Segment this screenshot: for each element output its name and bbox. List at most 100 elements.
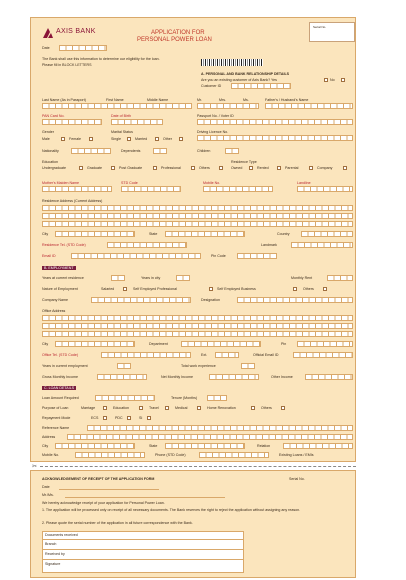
purpose-renovation-checkbox[interactable] — [251, 406, 255, 410]
pan-field[interactable] — [42, 119, 102, 125]
purpose-marriage-checkbox[interactable] — [103, 406, 107, 410]
office-city-field[interactable] — [55, 341, 135, 347]
residence-owned-checkbox[interactable] — [249, 166, 253, 170]
gender-female-checkbox[interactable] — [89, 137, 93, 141]
residence-company-checkbox[interactable] — [343, 166, 347, 170]
office-tel-field[interactable] — [101, 352, 191, 358]
title-field[interactable] — [197, 103, 259, 109]
employment-business-checkbox[interactable] — [293, 287, 297, 291]
father-name-field[interactable] — [265, 103, 353, 109]
tenure-field[interactable] — [207, 395, 227, 401]
purpose-others-checkbox[interactable] — [281, 406, 285, 410]
driving-licence-label: Driving Licence No. — [197, 130, 229, 134]
office-address-line3[interactable] — [42, 331, 353, 337]
date-label: Date — [42, 46, 50, 50]
office-email-field[interactable] — [293, 352, 353, 358]
gross-income-field[interactable] — [97, 374, 147, 380]
nationality-field[interactable] — [71, 148, 111, 154]
residence-parental-checkbox[interactable] — [309, 166, 313, 170]
education-professional-checkbox[interactable] — [191, 166, 195, 170]
office-pin-field[interactable] — [297, 341, 353, 347]
dob-field[interactable] — [111, 119, 163, 125]
department-field[interactable] — [181, 341, 261, 347]
purpose-education-checkbox[interactable] — [139, 406, 143, 410]
applicant-name-field[interactable] — [42, 103, 192, 109]
existing-customer-yes-checkbox[interactable] — [324, 78, 328, 82]
passport-field[interactable] — [197, 119, 353, 125]
pin-field[interactable] — [237, 253, 277, 259]
gender-male-checkbox[interactable] — [61, 137, 65, 141]
marital-single-checkbox[interactable] — [127, 137, 131, 141]
office-address-line2[interactable] — [42, 323, 353, 329]
employment-salaried-checkbox[interactable] — [123, 287, 127, 291]
years-current-field[interactable] — [117, 363, 131, 369]
driving-licence-field[interactable] — [197, 135, 353, 141]
repayment-pdc-checkbox[interactable] — [127, 416, 131, 420]
reference-mobile-field[interactable] — [75, 452, 145, 458]
loan-amount-field[interactable] — [95, 395, 155, 401]
purpose-travel-checkbox[interactable] — [165, 406, 169, 410]
designation-field[interactable] — [237, 297, 353, 303]
slip-name-line[interactable] — [65, 497, 225, 498]
city-field[interactable] — [55, 231, 135, 237]
monthly-rent-field[interactable] — [327, 275, 353, 281]
reference-city-field[interactable] — [55, 443, 135, 449]
slip-date-line[interactable] — [59, 489, 159, 490]
mother-maiden-field[interactable] — [42, 186, 112, 192]
repayment-ecs-checkbox[interactable] — [103, 416, 107, 420]
date-field[interactable] — [59, 45, 107, 51]
landmark-field[interactable] — [291, 242, 353, 248]
residence-address-line3[interactable] — [42, 221, 353, 227]
dependents-field[interactable] — [153, 148, 167, 154]
relation-field[interactable] — [283, 443, 353, 449]
country-field[interactable] — [301, 231, 353, 237]
landline-field[interactable] — [297, 186, 353, 192]
repayment-si-checkbox[interactable] — [147, 416, 151, 420]
reference-name-field[interactable] — [87, 425, 353, 431]
education-graduate-checkbox[interactable] — [111, 166, 115, 170]
reference-tel-label: Phone (STD Code) — [155, 453, 186, 457]
net-income-field[interactable] — [209, 374, 259, 380]
residence-rented-checkbox[interactable] — [277, 166, 281, 170]
application-form: AXIS BANK APPLICATION FOR PERSONAL POWER… — [30, 17, 356, 462]
employment-professional: Self Employed Professional — [133, 287, 177, 291]
residence-tel-field[interactable] — [107, 242, 187, 248]
residence-address-line2[interactable] — [42, 213, 353, 219]
purpose-others: Others — [261, 406, 272, 410]
residence-address-line1[interactable] — [42, 205, 353, 211]
mobile-field[interactable] — [203, 186, 273, 192]
nationality-label: Nationality — [42, 149, 59, 153]
education-others-checkbox[interactable] — [219, 166, 223, 170]
total-experience-label: Total work experience — [181, 364, 216, 368]
children-field[interactable] — [225, 148, 239, 154]
reference-address-field[interactable] — [67, 434, 353, 440]
serial-stamp-box: Serial No. — [309, 22, 355, 42]
std-code-field[interactable] — [121, 186, 181, 192]
years-at-residence-field[interactable] — [111, 275, 125, 281]
employment-professional-checkbox[interactable] — [209, 287, 213, 291]
marital-other-checkbox[interactable] — [179, 137, 183, 141]
existing-customer-no-checkbox[interactable] — [341, 78, 345, 82]
email-field[interactable] — [71, 253, 201, 259]
children-label: Children — [197, 149, 211, 153]
purpose-medical-checkbox[interactable] — [197, 406, 201, 410]
years-in-city-field[interactable] — [176, 275, 190, 281]
customer-id-field[interactable] — [231, 83, 291, 89]
section-a-heading: A. PERSONAL AND BANK RELATIONSHIP DETAIL… — [201, 72, 290, 76]
years-current-label: Years in current employment — [42, 364, 88, 368]
state-field[interactable] — [165, 231, 245, 237]
employment-others-checkbox[interactable] — [323, 287, 327, 291]
last-name-label: Last Name (As in Passport) — [42, 98, 86, 102]
slip-date-label: Date — [42, 485, 50, 489]
education-undergraduate-checkbox[interactable] — [79, 166, 83, 170]
tenure-label: Tenure (Months) — [171, 396, 198, 400]
company-name-field[interactable] — [91, 297, 191, 303]
reference-tel-field[interactable] — [199, 452, 269, 458]
total-experience-field[interactable] — [241, 363, 255, 369]
extension-field[interactable] — [215, 352, 239, 358]
marital-married-checkbox[interactable] — [155, 137, 159, 141]
other-income-field[interactable] — [305, 374, 353, 380]
office-address-line1[interactable] — [42, 315, 353, 321]
reference-state-field[interactable] — [165, 443, 245, 449]
education-postgraduate-checkbox[interactable] — [153, 166, 157, 170]
